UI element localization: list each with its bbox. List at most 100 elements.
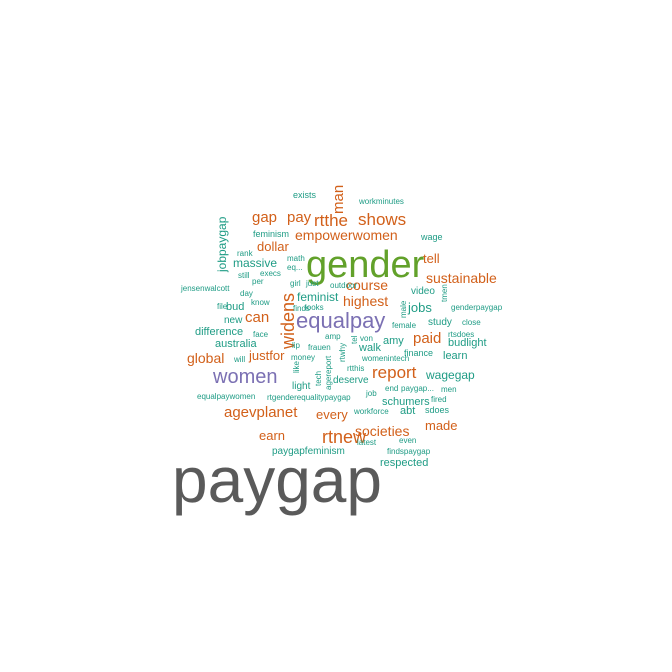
word-wage: wage	[420, 232, 443, 242]
word-video: video	[411, 286, 435, 297]
word-men: men	[441, 385, 457, 394]
word-australia: australia	[215, 338, 257, 350]
word-difference: difference	[195, 326, 243, 338]
word-feminism: feminism	[253, 229, 289, 239]
word-wagegap: wagegap	[425, 368, 475, 382]
word-amy: amy	[383, 335, 404, 347]
word-women: women	[212, 366, 277, 388]
word-rtwhy: rtwhy	[338, 343, 347, 362]
word-equalpaywomen: equalpaywomen	[197, 392, 255, 401]
word-exists: exists	[293, 190, 317, 200]
word-tmen: tmen	[440, 284, 449, 302]
word-looks: looks	[305, 303, 324, 312]
word-paygap: paygap	[172, 444, 382, 516]
word-execs: execs	[260, 269, 281, 278]
word-bud: bud	[226, 301, 244, 313]
word-abt: abt	[400, 405, 415, 417]
word-workforce: workforce	[353, 407, 389, 416]
word-rtgenderequalitypaygap: rtgenderequalitypaygap	[267, 393, 351, 402]
word-walk: walk	[358, 342, 382, 354]
word-workminutes: workminutes	[358, 197, 404, 206]
word-still: still	[238, 271, 250, 280]
word-like: like	[292, 360, 301, 373]
word-know: know	[251, 298, 270, 307]
word-made: made	[425, 418, 458, 433]
word-female: female	[392, 321, 417, 330]
word-jobs: jobs	[407, 300, 432, 315]
word-womenintech: womenintech	[361, 354, 409, 363]
word-eq: eq...	[287, 263, 303, 272]
word-gap: gap	[252, 209, 277, 226]
word-rank: rank	[237, 249, 254, 258]
word-math: math	[287, 254, 305, 263]
word-widens: widens	[278, 293, 298, 350]
word-rtthis: rtthis	[347, 364, 364, 373]
word-just: just	[305, 279, 319, 288]
word-paygapfeminism: paygapfeminism	[272, 446, 345, 457]
word-equalpay: equalpay	[296, 308, 385, 333]
word-new: new	[224, 315, 243, 326]
word-rtnew: rtnew	[322, 427, 367, 447]
word-gender: gender	[306, 244, 425, 286]
word-paid: paid	[413, 330, 441, 347]
word-tell: tell	[423, 251, 440, 266]
word-face: face	[253, 330, 269, 339]
word-sustainable: sustainable	[426, 270, 497, 286]
word-frauen: frauen	[308, 343, 331, 352]
word-justfor: justfor	[248, 348, 285, 363]
word-can: can	[245, 309, 269, 326]
word-agereport: agereport	[324, 355, 333, 390]
word-global: global	[187, 350, 224, 366]
word-girl: girl	[290, 279, 301, 288]
word-tel: tel	[350, 335, 359, 344]
word-tech: tech	[314, 371, 323, 386]
word-respected: respected	[380, 457, 428, 469]
word-empowerwomen: empowerwomen	[295, 227, 398, 243]
word-highest: highest	[343, 293, 388, 309]
word-paygap: paygap...	[401, 384, 434, 393]
word-course: course	[346, 277, 388, 293]
word-pay: pay	[287, 209, 312, 226]
word-finance: finance	[404, 348, 433, 358]
word-light: light	[292, 381, 311, 392]
word-per: per	[252, 277, 264, 286]
word-day: day	[240, 289, 253, 298]
word-latest: latest	[357, 438, 377, 447]
word-even: even	[399, 436, 416, 445]
word-file: file	[217, 302, 228, 311]
word-outdoor: outdoor	[330, 281, 357, 290]
word-learn: learn	[443, 350, 467, 362]
word-job: job	[365, 389, 377, 398]
word-findspaygap: findspaygap	[387, 447, 431, 456]
word-agevplanet: agevplanet	[224, 404, 298, 421]
word-genderpaygap: genderpaygap	[451, 303, 503, 312]
word-finds: finds	[293, 304, 310, 313]
word-close: close	[462, 318, 481, 327]
word-shows: shows	[358, 210, 406, 229]
word-will: will	[233, 355, 245, 364]
word-fired: fired	[431, 395, 447, 404]
word-deserve: deserve	[333, 375, 369, 386]
word-report: report	[372, 363, 417, 382]
word-feminist: feminist	[297, 290, 339, 304]
word-sdoes: sdoes	[425, 405, 450, 415]
word-end: end	[385, 384, 398, 393]
word-societies: societies	[355, 423, 409, 439]
word-lip: lip	[292, 341, 301, 350]
word-male: male	[399, 300, 408, 318]
word-rtsdoes: rtsdoes	[448, 330, 474, 339]
word-man: man	[330, 185, 347, 214]
word-jobpaygap: jobpaygap	[215, 216, 229, 273]
word-earn: earn	[259, 428, 285, 443]
word-budlight: budlight	[448, 337, 487, 349]
word-rtthe: rtthe	[314, 211, 348, 230]
word-schumers: schumers	[382, 396, 430, 408]
word-von: von	[360, 334, 373, 343]
word-every: every	[316, 407, 348, 422]
word-dollar: dollar	[257, 239, 289, 254]
word-massive: massive	[233, 256, 277, 270]
word-jensenwalcott: jensenwalcott	[180, 284, 230, 293]
word-study: study	[428, 317, 452, 328]
word-money: money	[291, 353, 315, 362]
